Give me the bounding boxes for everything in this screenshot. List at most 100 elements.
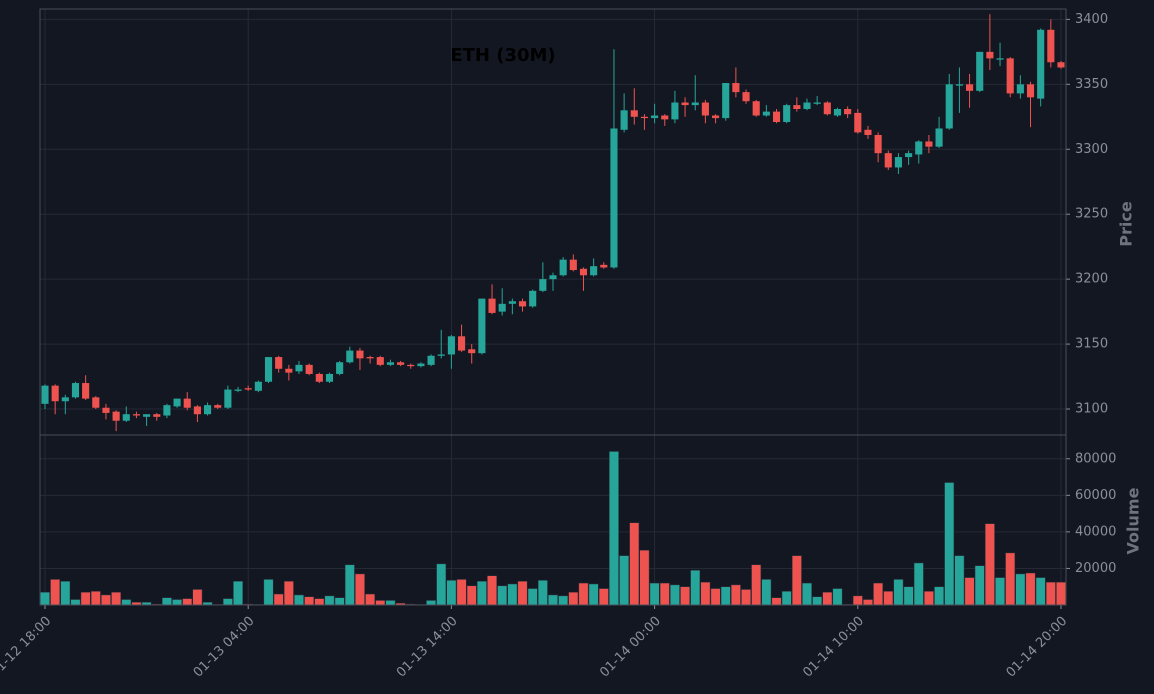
volume-tick-label: 80000 bbox=[1075, 451, 1116, 466]
candle-body bbox=[417, 363, 425, 367]
candle-body bbox=[102, 407, 110, 413]
candle-body bbox=[539, 279, 547, 291]
candle-body bbox=[325, 373, 334, 382]
candle-body bbox=[386, 362, 394, 365]
volume-bar bbox=[466, 585, 477, 606]
volume-bar bbox=[730, 584, 741, 606]
volume-bar bbox=[558, 595, 569, 606]
candle-body bbox=[112, 411, 120, 421]
candle-body bbox=[671, 102, 679, 120]
y-tick-label: 3200 bbox=[1075, 272, 1108, 287]
candle-body bbox=[254, 381, 262, 391]
candle-body bbox=[407, 364, 415, 367]
volume-bar bbox=[1056, 581, 1066, 606]
candle-body bbox=[275, 357, 283, 369]
candle-body bbox=[376, 357, 384, 365]
candle-body bbox=[122, 414, 130, 421]
candle-body bbox=[41, 385, 49, 404]
volume-bar bbox=[436, 563, 447, 606]
candle-body bbox=[1006, 58, 1014, 94]
candle-body bbox=[742, 92, 750, 102]
volume-bar bbox=[903, 586, 914, 606]
candle-body bbox=[722, 83, 730, 119]
volume-bar bbox=[680, 586, 691, 606]
candle-body bbox=[193, 406, 201, 415]
volume-bar bbox=[852, 595, 863, 606]
volume-bar bbox=[802, 582, 812, 606]
volume-bar bbox=[791, 555, 802, 606]
volume-bar bbox=[233, 580, 243, 606]
volume-bar bbox=[426, 600, 437, 606]
candle-body bbox=[427, 355, 435, 365]
candle-body bbox=[915, 141, 923, 155]
candle-body bbox=[234, 389, 242, 391]
volume-bar bbox=[334, 597, 345, 606]
volume-bar bbox=[263, 579, 274, 606]
volume-tick-label: 40000 bbox=[1075, 524, 1116, 539]
candle-body bbox=[1047, 29, 1055, 63]
volume-bar bbox=[720, 586, 731, 606]
volume-bar bbox=[192, 589, 203, 606]
volume-bar bbox=[913, 562, 924, 606]
volume-bar bbox=[934, 586, 945, 606]
volume-bar bbox=[355, 573, 365, 606]
volume-bar bbox=[294, 594, 304, 606]
volume-bar bbox=[893, 579, 904, 606]
candle-body bbox=[925, 141, 933, 147]
volume-bar bbox=[710, 588, 721, 606]
volume-bar bbox=[923, 591, 934, 606]
candle-body bbox=[132, 414, 140, 416]
volume-bar bbox=[883, 591, 894, 606]
candle-body bbox=[955, 84, 963, 86]
volume-bar bbox=[446, 580, 457, 606]
volume-bar bbox=[507, 583, 518, 606]
candle-body bbox=[945, 84, 953, 129]
candle-body bbox=[437, 354, 445, 356]
candle-body bbox=[285, 368, 293, 373]
candle-body bbox=[630, 110, 638, 117]
volume-bar bbox=[629, 522, 640, 606]
volume-tick-label: 20000 bbox=[1075, 561, 1116, 576]
candle-body bbox=[204, 405, 212, 415]
candle-body bbox=[468, 349, 476, 354]
volume-bar bbox=[812, 596, 823, 606]
candle-body bbox=[518, 301, 527, 307]
candle-body bbox=[173, 398, 181, 407]
candle-body bbox=[935, 128, 943, 147]
candle-body bbox=[793, 105, 801, 110]
volume-bar bbox=[659, 582, 670, 606]
volume-bar bbox=[527, 588, 538, 606]
volume-bar bbox=[964, 577, 975, 606]
volume-tick-label: 60000 bbox=[1075, 488, 1116, 503]
volume-axis-label: Volume bbox=[1124, 487, 1143, 554]
volume-bar bbox=[863, 599, 873, 606]
volume-bar bbox=[669, 584, 680, 606]
volume-bar bbox=[609, 451, 619, 606]
candle-body bbox=[691, 102, 699, 106]
candle-body bbox=[905, 153, 913, 158]
y-axis-label: Price bbox=[1117, 201, 1136, 247]
volume-bar bbox=[1035, 577, 1046, 606]
volume-bar bbox=[1025, 572, 1036, 606]
candle-body bbox=[549, 275, 557, 280]
volume-bar bbox=[995, 577, 1005, 606]
candle-body bbox=[569, 259, 577, 271]
candle-body bbox=[51, 385, 59, 402]
candle-body bbox=[71, 383, 80, 398]
candle-body bbox=[590, 266, 598, 276]
candle-body bbox=[224, 389, 232, 408]
volume-bar bbox=[365, 593, 376, 606]
volume-bar bbox=[517, 580, 528, 606]
candle-body bbox=[661, 115, 669, 120]
volume-bar bbox=[90, 591, 101, 606]
volume-bar bbox=[375, 600, 386, 606]
candle-body bbox=[1016, 84, 1024, 94]
volume-bar bbox=[944, 482, 955, 606]
candle-body bbox=[82, 383, 90, 399]
volume-bar bbox=[344, 564, 355, 606]
candle-body bbox=[508, 301, 516, 304]
candle-body bbox=[183, 398, 191, 408]
candle-body bbox=[813, 102, 821, 104]
candle-body bbox=[153, 414, 161, 417]
